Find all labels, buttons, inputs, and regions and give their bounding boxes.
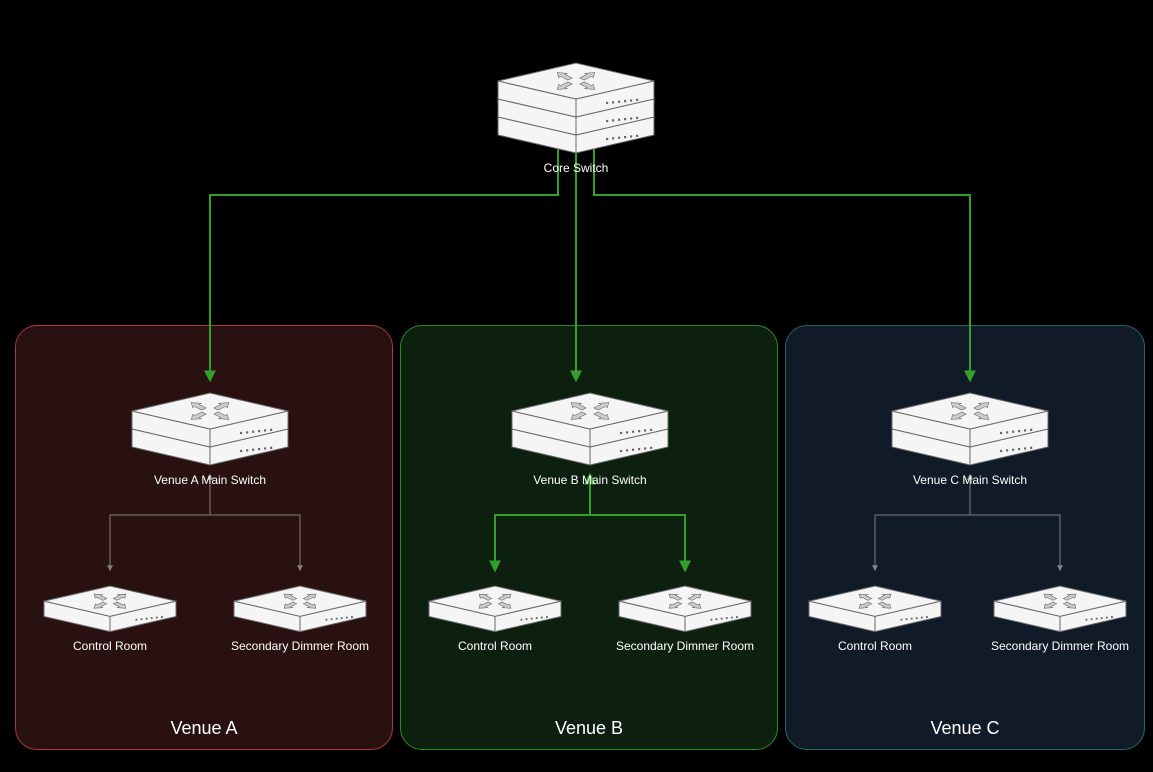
edge [110, 475, 210, 570]
edge [495, 475, 590, 570]
switch-icon [42, 584, 178, 636]
switch-icon [510, 391, 670, 469]
switch-icon [992, 584, 1128, 636]
node-label: Core Switch [456, 161, 696, 175]
edge [970, 475, 1060, 570]
edge [875, 475, 970, 570]
node-label: Venue C Main Switch [850, 473, 1090, 487]
switch-icon [427, 584, 563, 636]
edge [590, 475, 685, 570]
edge [210, 475, 300, 570]
switch-icon [232, 584, 368, 636]
switch-icon [130, 391, 290, 469]
switch-icon [807, 584, 943, 636]
node-label: Venue B Main Switch [470, 473, 710, 487]
switch-icon [890, 391, 1050, 469]
node-label: Venue A Main Switch [90, 473, 330, 487]
diagram-canvas: Venue AVenue BVenue CCore SwitchVenue A … [0, 0, 1153, 772]
switch-icon [496, 61, 656, 157]
node-label: Secondary Dimmer Room [940, 639, 1153, 653]
switch-icon [617, 584, 753, 636]
